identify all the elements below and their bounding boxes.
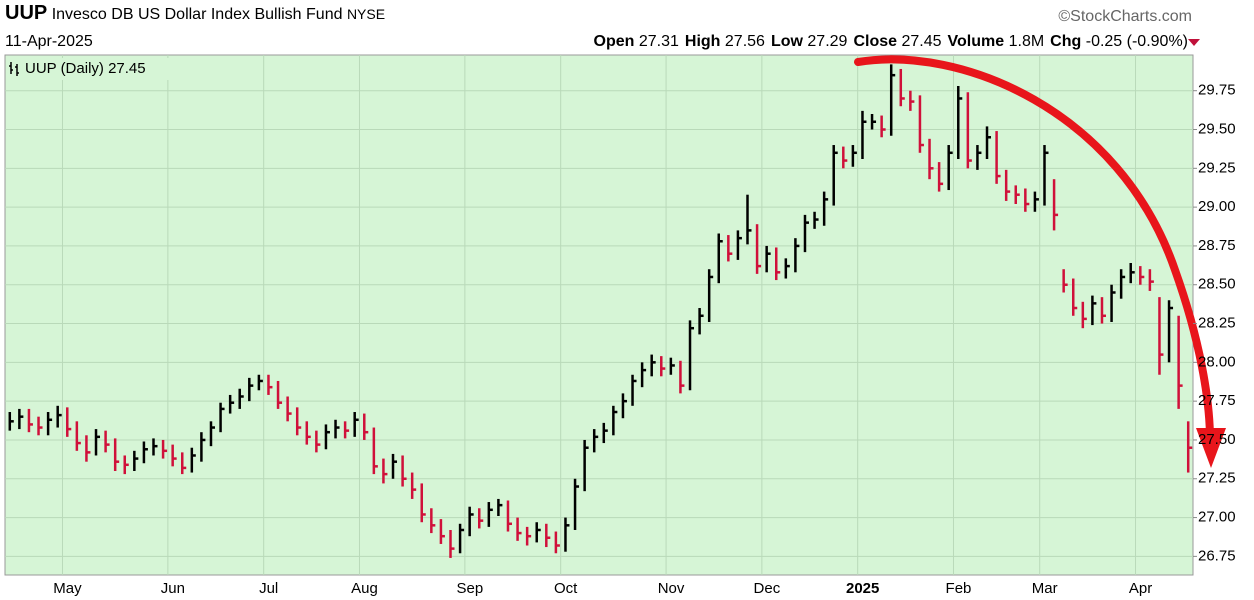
date: 11-Apr-2025 [5, 33, 93, 50]
exchange: NYSE [346, 6, 386, 22]
plot-area [4, 54, 1194, 576]
annotation-arrow [854, 55, 1214, 444]
y-tick-label: 28.00 [1198, 353, 1236, 370]
down-indicator [1188, 39, 1200, 46]
quote-label: High [684, 33, 721, 50]
y-tick-label: 27.00 [1198, 509, 1236, 526]
quote-value: 27.45 [901, 33, 942, 50]
y-tick-label: 27.25 [1198, 470, 1236, 487]
y-tick-label: 29.75 [1198, 82, 1236, 99]
quote-value: 27.29 [807, 33, 848, 50]
quote-value: -0.25 (-0.90%) [1085, 33, 1188, 50]
y-tick-label: 28.50 [1198, 276, 1236, 293]
x-tick-label: Oct [554, 580, 578, 597]
quote-value: 1.8M [1008, 33, 1045, 50]
x-tick-label: Mar [1032, 580, 1058, 597]
y-tick-label: 29.25 [1198, 159, 1236, 176]
quote-label: Chg [1050, 33, 1082, 50]
legend-value: 27.45 [108, 60, 146, 77]
y-tick-label: 29.50 [1198, 120, 1236, 137]
y-tick-label: 29.00 [1198, 198, 1236, 215]
quote-label: Low [770, 33, 803, 50]
quote-label: Close [853, 33, 898, 50]
x-tick-label: Jun [161, 580, 185, 597]
legend-icon [9, 62, 19, 76]
y-tick-label: 27.75 [1198, 392, 1236, 409]
quote-value: 27.56 [724, 33, 765, 50]
symbol: UUP [5, 2, 48, 24]
x-tick-label: Dec [754, 580, 781, 597]
y-tick-label: 28.75 [1198, 237, 1236, 254]
x-tick-label: Jul [259, 580, 278, 597]
fund-name: Invesco DB US Dollar Index Bullish Fund [51, 6, 343, 23]
x-tick-label: Nov [658, 580, 685, 597]
arrow-head [1196, 428, 1226, 468]
source: ©StockCharts.com [1058, 8, 1192, 25]
x-tick-label: Feb [946, 580, 972, 597]
legend-box [7, 58, 222, 80]
x-tick-label: 2025 [846, 580, 879, 597]
x-tick-label: Sep [457, 580, 484, 597]
title-line: UUP Invesco DB US Dollar Index Bullish F… [5, 2, 385, 25]
y-tick-label: 27.50 [1198, 431, 1236, 448]
x-tick-label: Apr [1129, 580, 1152, 597]
quote: Open 27.31 High 27.56 Low 27.29 Close 27.45… [588, 33, 1188, 51]
quote-label: Open [593, 33, 635, 50]
y-tick-label: 26.75 [1198, 547, 1236, 564]
x-tick-label: May [53, 580, 82, 597]
legend-label: UUP (Daily) 27.45 [25, 60, 146, 77]
legend-name: UUP (Daily) [25, 60, 104, 77]
quote-value: 27.31 [638, 33, 679, 50]
y-tick-label: 28.25 [1198, 315, 1236, 332]
quote-label: Volume [947, 33, 1005, 50]
x-tick-label: Aug [351, 580, 378, 597]
